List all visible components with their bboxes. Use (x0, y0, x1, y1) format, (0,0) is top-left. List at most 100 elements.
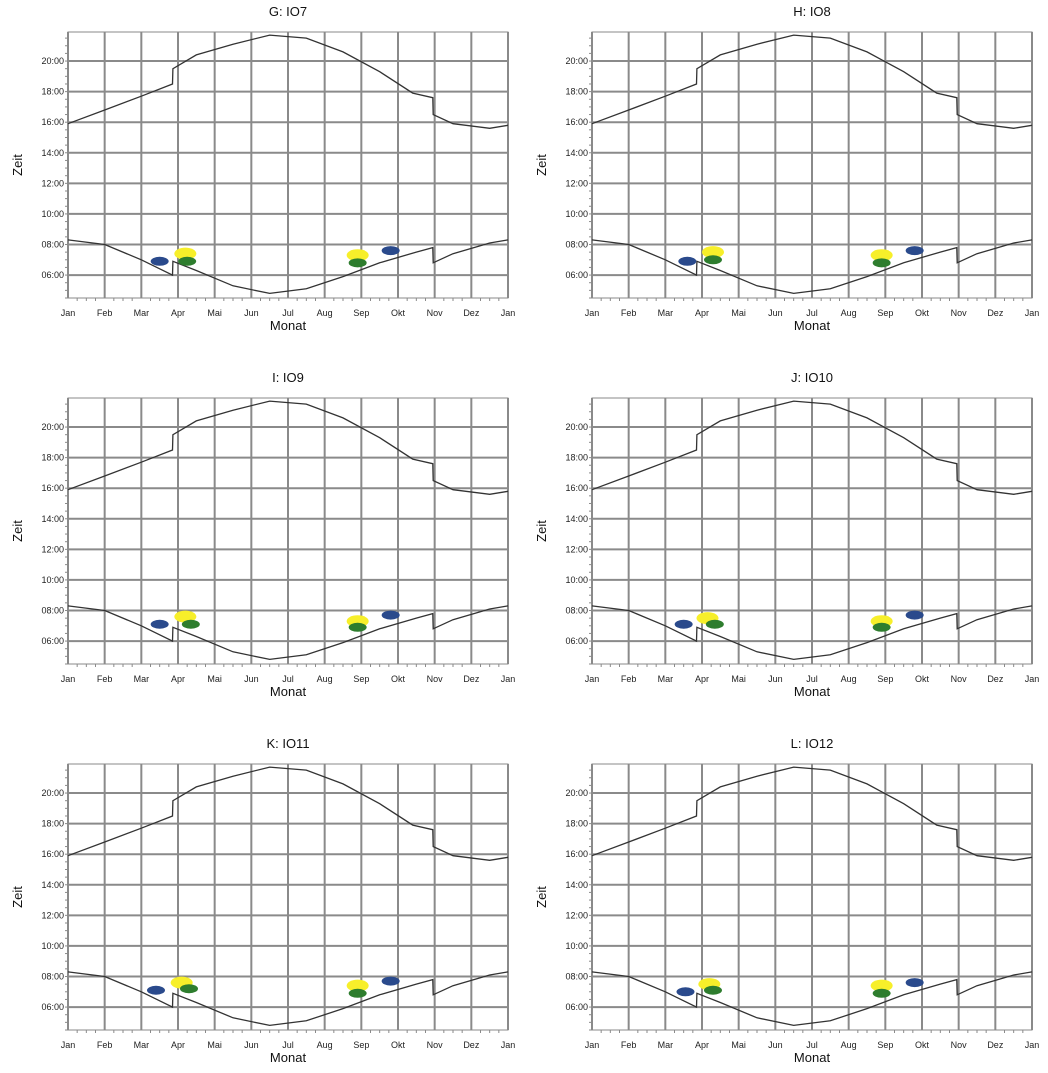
y-tick-label: 08:00 (41, 971, 64, 981)
y-tick-label: 08:00 (565, 605, 588, 615)
x-tick-label: Jan (501, 674, 516, 684)
shadow-blob-green (872, 258, 891, 268)
y-tick-label: 16:00 (41, 483, 64, 493)
y-tick-label: 06:00 (565, 636, 588, 646)
panel-title: L: IO12 (790, 736, 834, 751)
x-tick-label: Okt (915, 308, 930, 318)
shadow-blob-green (872, 622, 891, 632)
x-tick-label: Jan (501, 1040, 516, 1050)
x-tick-label: Mar (658, 308, 674, 318)
sunset-curve (591, 400, 1033, 495)
x-tick-label: Dez (987, 1040, 1004, 1050)
shadow-blob-green (348, 988, 367, 998)
shadow-blob-blue (381, 246, 400, 256)
shadow-blob-green (178, 256, 197, 266)
x-tick-label: Okt (391, 308, 406, 318)
y-tick-label: 14:00 (41, 514, 64, 524)
chart-svg: Jan Feb Mar Apr Mai Jun Jul Aug Sep Okt Nov Dez Jan 0… (534, 397, 1040, 699)
sunset-curve (67, 34, 509, 129)
x-tick-label: Jan (501, 308, 516, 318)
x-tick-label: Mai (207, 1040, 222, 1050)
shadow-blob-blue (905, 610, 924, 620)
chart-svg: Jan Feb Mar Apr Mai Jun Jul Aug Sep Okt Nov Dez Jan 0… (10, 31, 516, 333)
x-tick-label: Dez (463, 308, 480, 318)
x-tick-label: Jun (244, 674, 259, 684)
chart-svg: Jan Feb Mar Apr Mai Jun Jul Aug Sep Okt Nov Dez Jan 0… (534, 763, 1040, 1065)
y-axis-label: Zeit (10, 520, 25, 542)
y-tick-label: 08:00 (41, 239, 64, 249)
x-tick-label: Jan (1025, 1040, 1040, 1050)
y-tick-label: 16:00 (565, 849, 588, 859)
x-tick-label: Apr (171, 674, 185, 684)
x-tick-label: Nov (951, 308, 968, 318)
y-tick-label: 18:00 (565, 453, 588, 463)
x-tick-label: Apr (171, 308, 185, 318)
y-tick-label: 20:00 (565, 422, 588, 432)
y-tick-label: 14:00 (565, 514, 588, 524)
chart-svg: Jan Feb Mar Apr Mai Jun Jul Aug Sep Okt Nov Dez Jan 0… (10, 397, 516, 699)
panel-title: H: IO8 (793, 4, 831, 19)
chart-panel-j: J: IO10 Jan Feb Mar Apr Mai Jun Jul Aug Sep Okt No… (524, 366, 1048, 723)
x-tick-label: Jan (1025, 308, 1040, 318)
y-axis-label: Zeit (534, 520, 549, 542)
y-tick-label: 10:00 (41, 575, 64, 585)
panel-title: I: IO9 (272, 370, 304, 385)
x-tick-label: Feb (97, 1040, 113, 1050)
shadow-blob-blue (150, 619, 169, 629)
x-tick-label: Jun (244, 308, 259, 318)
y-tick-label: 20:00 (41, 56, 64, 66)
sunrise-curve (67, 971, 509, 1027)
x-tick-label: Jan (1025, 674, 1040, 684)
y-tick-label: 08:00 (41, 605, 64, 615)
shadow-blob-blue (676, 987, 695, 997)
x-axis-label: Monat (270, 318, 307, 333)
shadow-blob-blue (905, 978, 924, 988)
x-tick-label: Aug (841, 674, 857, 684)
x-tick-label: Jul (806, 674, 818, 684)
x-tick-label: Aug (317, 1040, 333, 1050)
shadow-blob-green (705, 619, 724, 629)
y-axis-label: Zeit (10, 154, 25, 176)
x-tick-label: Feb (621, 308, 637, 318)
x-tick-label: Nov (427, 308, 444, 318)
sunset-curve (67, 400, 509, 495)
shadow-blob-blue (381, 976, 400, 986)
y-tick-label: 18:00 (41, 453, 64, 463)
shadow-blob-yellow (346, 979, 369, 992)
shadow-blob-yellow (870, 249, 893, 262)
y-tick-label: 14:00 (41, 880, 64, 890)
x-tick-label: Jul (806, 308, 818, 318)
y-tick-label: 16:00 (41, 117, 64, 127)
x-tick-label: Jul (282, 308, 294, 318)
x-tick-label: Sep (877, 308, 893, 318)
x-tick-label: Mai (731, 674, 746, 684)
sunset-curve (67, 766, 509, 861)
y-tick-label: 12:00 (41, 910, 64, 920)
y-tick-label: 06:00 (41, 636, 64, 646)
y-tick-label: 20:00 (565, 56, 588, 66)
y-tick-label: 08:00 (565, 971, 588, 981)
x-tick-label: Nov (427, 674, 444, 684)
y-tick-label: 14:00 (565, 148, 588, 158)
shadow-blob-green (704, 255, 722, 265)
x-tick-label: Mar (134, 1040, 150, 1050)
chart-panel-k: K: IO11 Jan Feb Mar Apr Mai Jun Jul Aug Sep Okt No… (0, 732, 524, 1073)
y-tick-label: 12:00 (565, 910, 588, 920)
shadow-blob-blue (150, 256, 169, 266)
x-tick-label: Aug (317, 308, 333, 318)
x-tick-label: Jan (61, 308, 76, 318)
x-tick-label: Apr (695, 674, 709, 684)
x-tick-label: Apr (695, 308, 709, 318)
y-tick-label: 18:00 (41, 819, 64, 829)
sunrise-curve (591, 971, 1033, 1027)
y-tick-label: 20:00 (41, 422, 64, 432)
x-tick-label: Aug (317, 674, 333, 684)
y-tick-label: 18:00 (41, 87, 64, 97)
x-tick-label: Dez (463, 1040, 480, 1050)
x-tick-label: Feb (621, 674, 637, 684)
x-tick-label: Nov (951, 1040, 968, 1050)
x-tick-label: Feb (97, 308, 113, 318)
x-tick-label: Sep (353, 308, 369, 318)
y-tick-label: 06:00 (565, 270, 588, 280)
chart-svg: Jan Feb Mar Apr Mai Jun Jul Aug Sep Okt Nov Dez Jan 0… (534, 31, 1040, 333)
